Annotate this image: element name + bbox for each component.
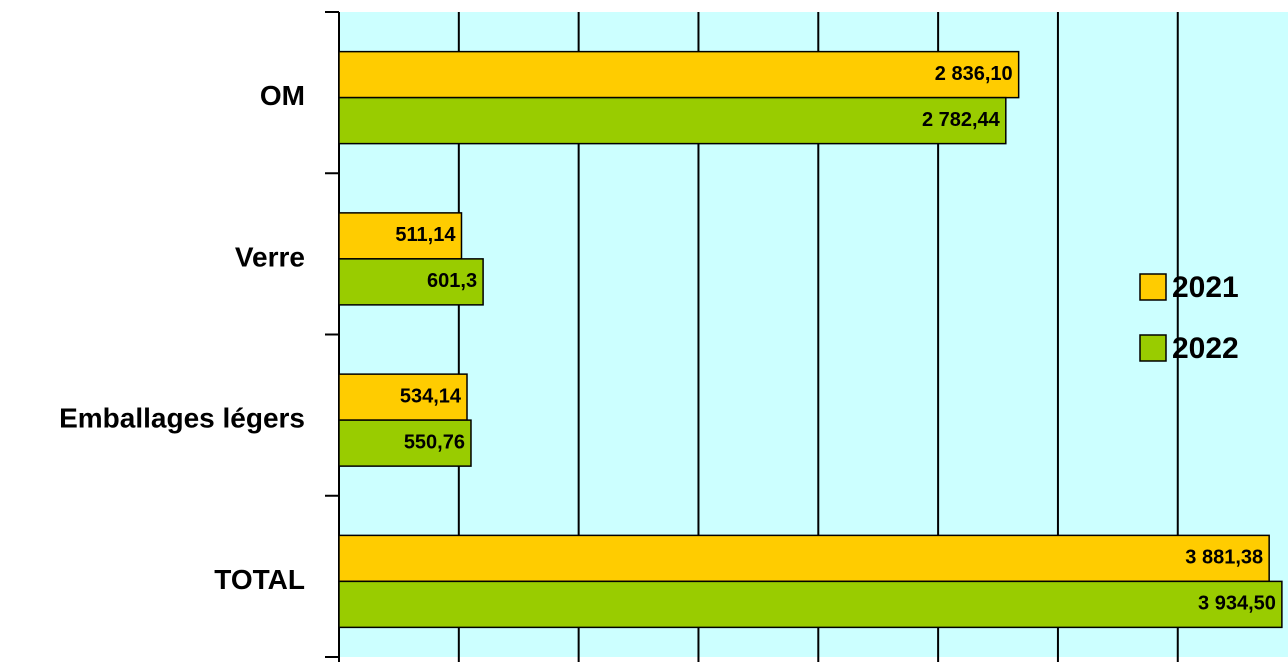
bar <box>338 96 1007 145</box>
category-label: Verre <box>235 241 305 272</box>
bar <box>338 373 468 421</box>
data-label: 511,14 <box>395 224 456 246</box>
bar <box>338 258 484 306</box>
legend-label: 2021 <box>1172 271 1239 304</box>
data-label: 550,76 <box>404 431 465 453</box>
data-label: 534,14 <box>400 385 462 407</box>
data-label: 601,3 <box>427 270 477 292</box>
data-label: 2 836,10 <box>935 63 1013 85</box>
category-label: Emballages légers <box>59 403 305 434</box>
bar <box>338 534 1270 583</box>
data-label: 3 934,50 <box>1198 593 1276 615</box>
bar <box>338 50 1020 99</box>
bar <box>338 419 472 467</box>
bar <box>338 580 1283 629</box>
legend-swatch <box>1139 334 1167 362</box>
legend-label: 2022 <box>1172 332 1239 365</box>
bar <box>338 212 463 260</box>
legend-swatch <box>1139 273 1167 301</box>
data-label: 3 881,38 <box>1185 547 1263 569</box>
data-label: 2 782,44 <box>922 109 1001 131</box>
category-label: OM <box>260 80 305 111</box>
category-label: TOTAL <box>214 564 305 595</box>
